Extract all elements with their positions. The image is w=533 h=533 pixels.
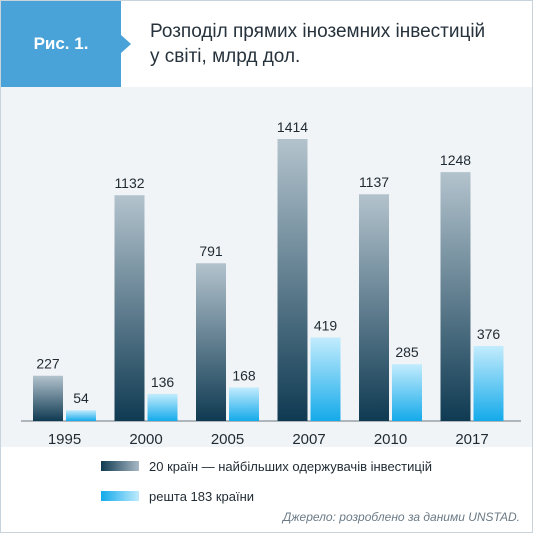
figure-badge: Рис. 1. (1, 1, 121, 87)
data-label-top20-2010: 1137 (359, 174, 389, 190)
bar-top20-2000 (114, 195, 145, 421)
data-label-top20-2007: 1414 (277, 119, 308, 135)
bar-rest-2010 (392, 364, 422, 421)
bar-top20-1995 (33, 375, 63, 421)
x-tick-label-2010: 2010 (374, 431, 407, 447)
bar-top20-2007 (277, 139, 308, 421)
source-note: Джерело: розроблено за даними UNSTAD. (282, 510, 520, 524)
figure-header: Рис. 1. Розподіл прямих іноземних інвест… (1, 1, 532, 87)
bar-rest-2000 (147, 393, 178, 421)
bar-top20-2005 (196, 263, 226, 421)
bar-rest-2005 (229, 387, 259, 421)
bar-chart: 227 54 1995 1132 136 2000 791 168 2005 1414 419 200… (21, 119, 521, 447)
chart-title-line-1: Розподіл прямих іноземних інвестицій (150, 21, 486, 42)
legend-label-rest: решта 183 країни (149, 488, 255, 504)
x-tick-label-2017: 2017 (455, 431, 488, 447)
data-label-top20-1995: 227 (36, 356, 60, 372)
data-label-rest-1995: 54 (73, 390, 89, 406)
data-label-rest-2010: 285 (395, 344, 419, 360)
x-tick-label-1995: 1995 (48, 431, 81, 447)
data-label-rest-2000: 136 (151, 374, 175, 390)
legend-swatch-rest (101, 491, 139, 501)
chart-title: Розподіл прямих іноземних інвестицій у с… (150, 19, 520, 69)
data-label-rest-2017: 376 (477, 326, 501, 342)
x-tick-label-2005: 2005 (211, 431, 244, 447)
legend-swatch-top20 (101, 461, 139, 471)
legend-label-top20: 20 країн — найбільших одержувачів інвест… (149, 458, 432, 474)
data-label-top20-2005: 791 (199, 243, 223, 259)
bar-rest-1995 (66, 410, 96, 421)
bar-rest-2007 (310, 337, 341, 421)
chart-area: 227 54 1995 1132 136 2000 791 168 2005 1414 419 200… (1, 87, 532, 447)
x-tick-label-2000: 2000 (129, 431, 162, 447)
chart-legend: 20 країн — найбільших одержувачів інвест… (101, 455, 521, 515)
data-label-rest-2007: 419 (314, 317, 338, 333)
bar-rest-2017 (473, 346, 504, 421)
badge-arrow-icon (121, 35, 131, 53)
bar-top20-2010 (359, 194, 389, 421)
legend-item-top20: 20 країн — найбільших одержувачів інвест… (101, 455, 521, 477)
legend-item-rest: решта 183 країни (101, 485, 521, 507)
chart-title-line-2: у світі, млрд дол. (150, 46, 301, 67)
bar-top20-2017 (440, 172, 471, 421)
data-label-top20-2017: 1248 (440, 152, 471, 168)
data-label-top20-2000: 1132 (114, 175, 144, 191)
data-label-rest-2005: 168 (232, 367, 256, 383)
x-tick-label-2007: 2007 (292, 431, 325, 447)
